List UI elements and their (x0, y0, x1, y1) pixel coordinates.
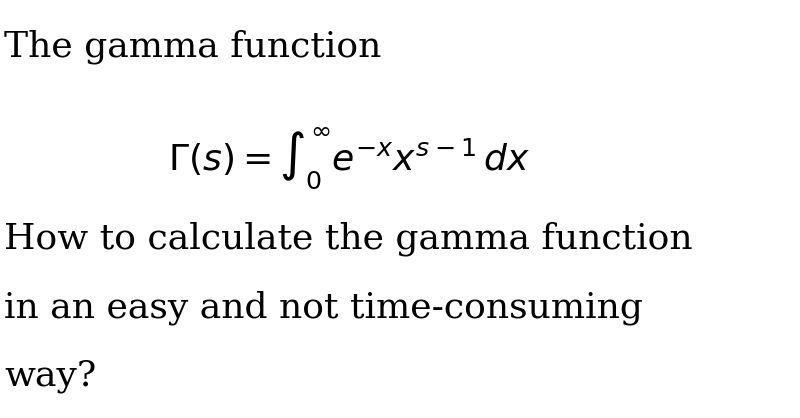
Text: in an easy and not time-consuming: in an easy and not time-consuming (4, 291, 643, 325)
Text: The gamma function: The gamma function (4, 29, 382, 64)
Text: How to calculate the gamma function: How to calculate the gamma function (4, 222, 693, 256)
Text: $\Gamma(s) = \int_0^{\infty} e^{-x}x^{s-1}\, dx$: $\Gamma(s) = \int_0^{\infty} e^{-x}x^{s-… (168, 125, 530, 191)
Text: way?: way? (4, 359, 96, 393)
